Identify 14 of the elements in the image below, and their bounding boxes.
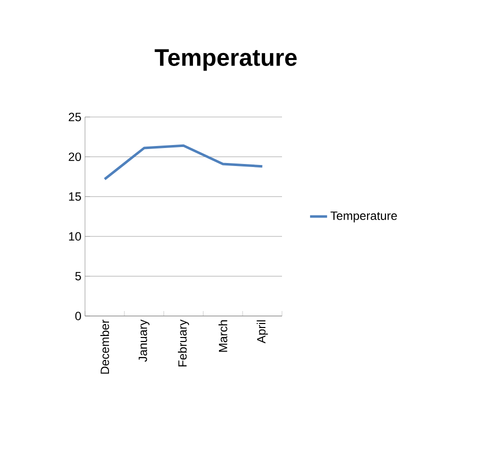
y-tick-label: 0 [75, 312, 82, 320]
line-series [103, 144, 264, 180]
x-tick-label: December [100, 320, 110, 374]
x-tick-label: April [256, 320, 268, 344]
x-tick-label: February [178, 320, 190, 366]
y-tick-label: 10 [69, 232, 82, 241]
y-tick-label: 20 [68, 152, 82, 162]
y-tick-label: 15 [69, 192, 81, 201]
y-tick-label: 25 [68, 112, 81, 122]
y-tick-label: 5 [75, 272, 81, 280]
x-tick-label: January [138, 320, 150, 362]
x-tick-label: March [218, 320, 228, 352]
legend-label: Temperature [330, 212, 397, 222]
chart-title: Temperature [154, 49, 297, 71]
